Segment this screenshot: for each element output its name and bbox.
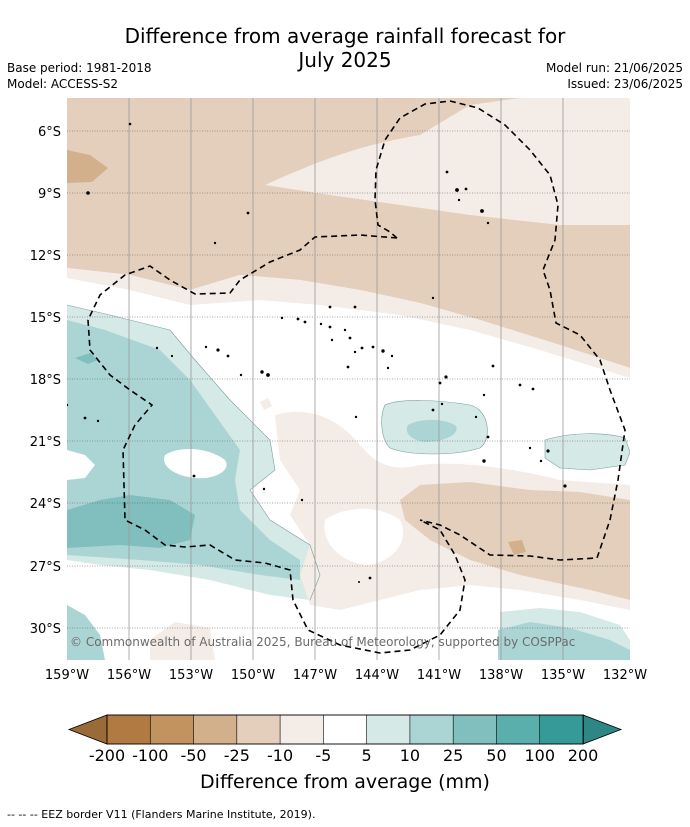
- copyright-text: © Commonwealth of Australia 2025, Bureau…: [70, 635, 575, 649]
- colorbar-frame: [106, 714, 584, 745]
- lat-label: 18°S: [30, 373, 61, 388]
- eez-border-cook-islands: [87, 234, 466, 654]
- meta-right: Model run: 21/06/2025 Issued: 23/06/2025: [546, 60, 683, 92]
- colorbar-cell: [452, 714, 498, 745]
- wet-west-strong: [67, 495, 195, 548]
- colorbar-tick-label: -200: [89, 746, 125, 765]
- lon-label: 144°W: [355, 668, 399, 683]
- lat-label: 24°S: [30, 497, 61, 512]
- colorbar-tick-label: 50: [486, 746, 506, 765]
- lon-label: 150°W: [231, 668, 275, 683]
- colorbar-cell: [323, 714, 368, 745]
- colorbar-tick-label: -100: [132, 746, 168, 765]
- colorbar-cells: [106, 714, 584, 745]
- wet-patch-east: [545, 433, 630, 470]
- meta-left: Base period: 1981-2018 Model: ACCESS-S2: [7, 60, 152, 92]
- colorbar-high-cap: [582, 714, 623, 745]
- white-central-pocket: [324, 508, 404, 565]
- colorbar-cell: [539, 714, 584, 745]
- colorbar-cell: [409, 714, 454, 745]
- lon-label: 138°W: [479, 668, 523, 683]
- title-line-2: July 2025: [298, 48, 392, 72]
- lon-label: 135°W: [541, 668, 585, 683]
- lat-label: 9°S: [38, 187, 61, 202]
- colorbar-cell: [236, 714, 281, 745]
- colorbar-cell: [366, 714, 411, 745]
- map-plot-area: © Commonwealth of Australia 2025, Bureau…: [67, 98, 630, 660]
- contour-lines: [67, 304, 630, 601]
- colorbar-tick-label: -25: [224, 746, 250, 765]
- issued-date: Issued: 23/06/2025: [567, 77, 683, 91]
- longitude-labels: 159°W 156°W 153°W 150°W 147°W 144°W 141°…: [45, 668, 647, 683]
- light-dry-mid: [67, 268, 630, 378]
- lat-label: 30°S: [30, 622, 61, 637]
- model-run: Model run: 21/06/2025: [545, 61, 683, 75]
- colorbar-tick-label: -5: [315, 746, 331, 765]
- colorbar-low-cap: [67, 714, 108, 745]
- colorbar-tick-label: -50: [180, 746, 206, 765]
- wet-west-white-pocket: [164, 448, 227, 479]
- lat-label: 6°S: [38, 125, 61, 140]
- dry-spot-southeast: [508, 540, 526, 555]
- model-name: Model: ACCESS-S2: [7, 77, 119, 91]
- wet-west-small-patch: [75, 353, 98, 364]
- lat-label: 15°S: [30, 311, 61, 326]
- colorbar-cell: [106, 714, 152, 745]
- light-dry-north: [265, 98, 630, 225]
- colorbar-cell: [279, 714, 325, 745]
- base-period: Base period: 1981-2018: [7, 61, 152, 75]
- colorbar-title: Difference from average (mm): [200, 771, 490, 793]
- lat-label: 27°S: [30, 560, 61, 575]
- colorbar-cell: [149, 714, 195, 745]
- colorbar-cell: [496, 714, 541, 745]
- lon-label: 159°W: [45, 668, 89, 683]
- latitude-labels: 6°S 9°S 12°S 15°S 18°S 21°S 24°S 27°S 30…: [30, 125, 61, 637]
- dry-patch-northwest: [67, 150, 108, 183]
- islands: [67, 122, 567, 584]
- title-line-1: Difference from average rainfall forecas…: [124, 24, 566, 48]
- dry-patch-southwest: [150, 622, 215, 660]
- colorbar-tick-label: -10: [267, 746, 293, 765]
- lon-label: 153°W: [169, 668, 213, 683]
- colorbar: [67, 714, 623, 745]
- lat-label: 12°S: [30, 249, 61, 264]
- longitude-gridlines: [128, 98, 564, 660]
- colorbar-tick-label: 25: [443, 746, 463, 765]
- colorbar-tick-labels: -200 -100 -50 -25 -10 -5 5 10 25 50 100 200: [89, 746, 598, 765]
- map-title: Difference from average rainfall forecas…: [0, 24, 690, 72]
- wet-patch-southeast-mid: [498, 622, 630, 660]
- lat-label: 21°S: [30, 435, 61, 450]
- lon-label: 156°W: [107, 668, 151, 683]
- colorbar-tick-label: 200: [568, 746, 599, 765]
- wet-patch-center-mid: [406, 419, 457, 442]
- colorbar-tick-label: 100: [524, 746, 555, 765]
- colorbar-cell: [193, 714, 238, 745]
- lon-label: 147°W: [293, 668, 337, 683]
- colorbar-tick-label: 5: [362, 746, 372, 765]
- footer-eez-note: -- -- -- EEZ border V11 (Flanders Marine…: [7, 808, 316, 821]
- wet-patch-southwest: [67, 605, 105, 660]
- eez-borders: [87, 100, 626, 654]
- dry-spot-south: [260, 398, 272, 410]
- colorbar-tick-label: 10: [400, 746, 420, 765]
- eez-border-french-polynesia: [374, 100, 626, 561]
- wet-west-white-pocket-2: [67, 450, 95, 480]
- lon-label: 132°W: [603, 668, 647, 683]
- lon-label: 141°W: [417, 668, 461, 683]
